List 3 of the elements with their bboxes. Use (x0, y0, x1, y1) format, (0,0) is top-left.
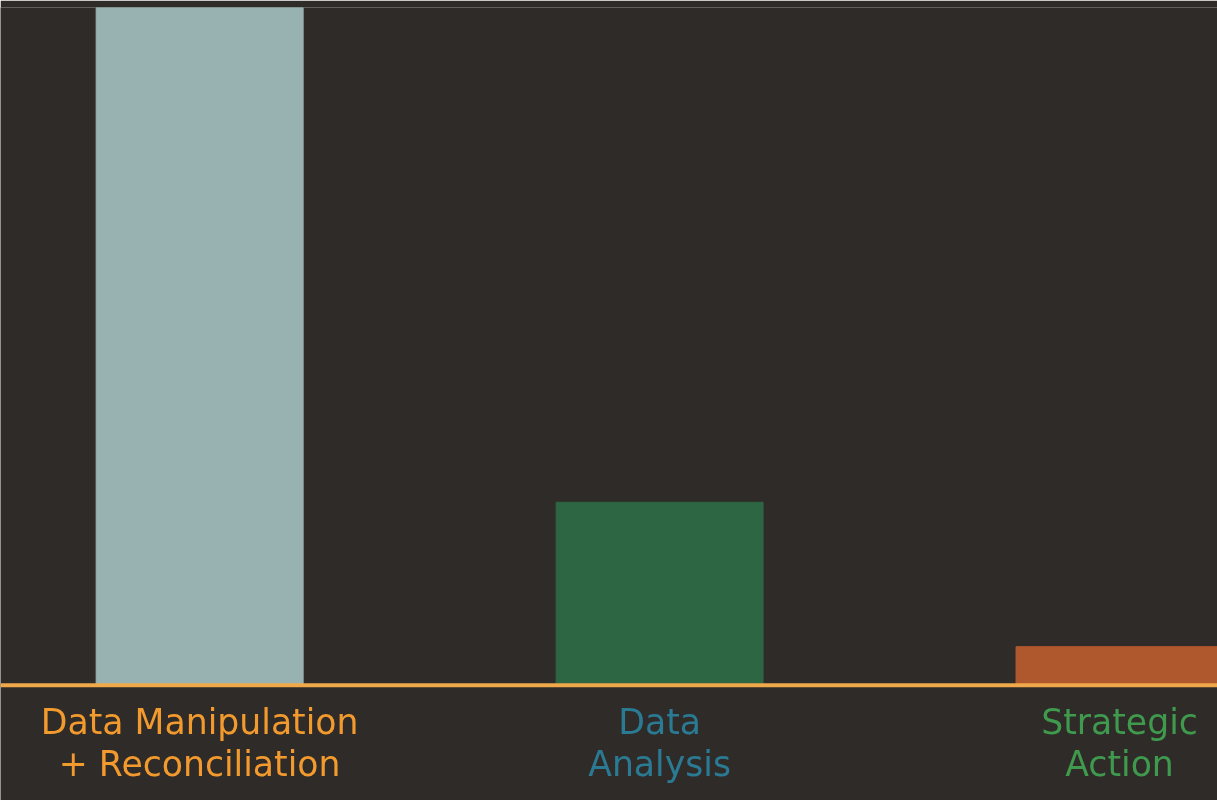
x-tick-label: Data Analysis (588, 702, 731, 785)
x-tick-label: Strategic Action (1041, 702, 1198, 785)
x-tick-label: Data Manipulation + Reconciliation (40, 702, 359, 785)
